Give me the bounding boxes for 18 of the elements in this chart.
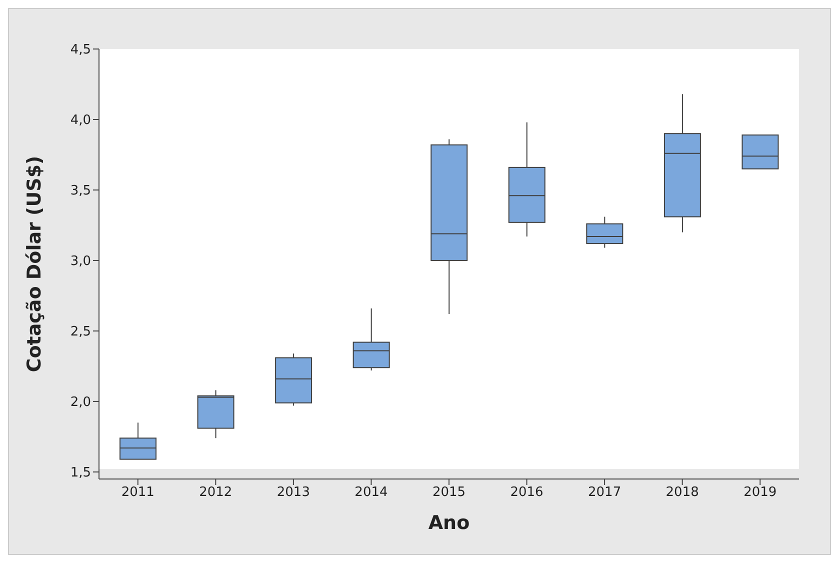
x-tick-label: 2011 bbox=[121, 485, 154, 500]
x-tick-label: 2012 bbox=[199, 485, 232, 500]
x-tick-label: 2018 bbox=[666, 485, 699, 500]
y-tick-label: 4,5 bbox=[70, 42, 91, 58]
y-tick-label: 3,5 bbox=[70, 184, 91, 199]
y-tick-label: 2,0 bbox=[70, 395, 91, 410]
x-tick-label: 2015 bbox=[432, 485, 466, 500]
y-tick-label: 1,5 bbox=[70, 466, 91, 481]
x-tick-label: 2013 bbox=[276, 485, 310, 500]
y-tick-label: 3,0 bbox=[70, 254, 91, 270]
x-axis-title: Ano bbox=[428, 512, 470, 534]
y-tick-label: 4,0 bbox=[70, 113, 91, 128]
x-tick-label: 2016 bbox=[510, 485, 544, 500]
y-axis-title: Cotação Dólar (US$) bbox=[24, 156, 46, 372]
y-tick-label: 2,5 bbox=[70, 324, 91, 340]
x-tick-label: 2017 bbox=[588, 485, 622, 500]
x-tick-label: 2019 bbox=[744, 485, 777, 500]
x-tick-label: 2014 bbox=[354, 485, 388, 500]
